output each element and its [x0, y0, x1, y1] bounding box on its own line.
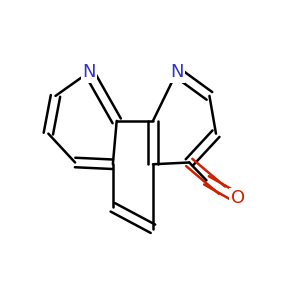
Text: N: N	[82, 63, 96, 81]
Text: N: N	[170, 63, 184, 81]
Text: O: O	[231, 189, 245, 207]
